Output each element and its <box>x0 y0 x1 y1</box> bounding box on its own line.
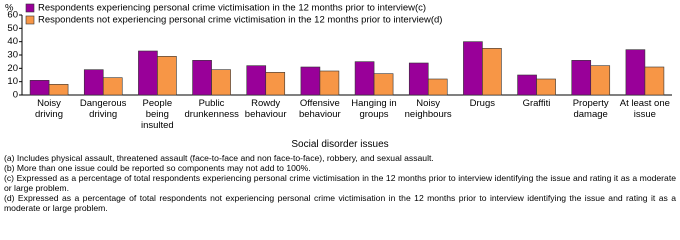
bar <box>138 50 158 96</box>
y-tick-label: 0 <box>13 90 18 101</box>
x-tick-label: Drugs <box>469 98 495 109</box>
bar <box>590 65 611 96</box>
footnote: (b) More than one issue could be reporte… <box>4 163 311 173</box>
legend-swatch <box>25 15 35 25</box>
y-tick-label: 10 <box>7 76 18 87</box>
y-tick-label: 40 <box>7 36 18 47</box>
bar <box>644 66 665 96</box>
bar <box>373 73 394 96</box>
bar <box>463 41 483 96</box>
page: % 0 10 20 30 40 50 60 Respondents experiencing … <box>4 2 676 213</box>
x-tick-label: Graffiti <box>522 98 551 109</box>
bar <box>482 48 502 96</box>
legend-swatch <box>25 3 35 13</box>
footnote: (a) Includes physical assault, threatene… <box>4 153 434 163</box>
bar <box>265 72 286 96</box>
bar <box>300 66 321 96</box>
bar <box>408 62 429 96</box>
bar <box>48 84 69 96</box>
y-tick-label: 50 <box>7 23 18 34</box>
x-axis-title: Social disorder issues <box>291 139 389 150</box>
x-tick-label: Noisy neighbours <box>404 98 452 120</box>
x-tick-label: Property damage <box>572 98 609 120</box>
footnote: (c) Expressed as a percentage of total r… <box>4 173 676 193</box>
bar <box>29 80 50 96</box>
bar <box>192 60 212 96</box>
bar <box>211 69 231 96</box>
x-tick-label: Dangerous driving <box>79 98 127 120</box>
legend-label: Respondents not experiencing personal cr… <box>38 15 442 26</box>
bar <box>319 70 340 96</box>
x-tick-label: Noisy driving <box>35 98 63 120</box>
bar <box>517 74 537 96</box>
bar <box>625 49 646 96</box>
legend-label: Respondents experiencing personal crime … <box>38 3 426 14</box>
bar <box>427 78 448 96</box>
x-tick-label: Public drunkenness <box>184 98 239 120</box>
footnote: (d) Expressed as a percentage of total r… <box>4 193 676 213</box>
x-tick-label: Offensive behaviour <box>298 98 341 120</box>
y-tick-label: 60 <box>7 10 18 21</box>
y-tick-label: 30 <box>7 50 18 61</box>
bar <box>571 60 592 96</box>
x-tick-label: People being insulted <box>140 98 174 131</box>
x-tick-label: Rowdy behaviour <box>244 98 287 120</box>
bar <box>102 77 123 96</box>
y-unit: % <box>5 3 14 14</box>
x-tick-label: Hanging in groups <box>351 98 397 120</box>
bar <box>157 56 177 96</box>
chart: % 0 10 20 30 40 50 60 Respondents experiencing … <box>5 3 672 101</box>
y-tick-label: 20 <box>7 63 18 74</box>
bar <box>354 61 375 96</box>
bar <box>83 69 104 96</box>
bar <box>536 78 556 96</box>
bar <box>246 65 267 96</box>
x-tick-label: At least one issue <box>619 98 670 120</box>
